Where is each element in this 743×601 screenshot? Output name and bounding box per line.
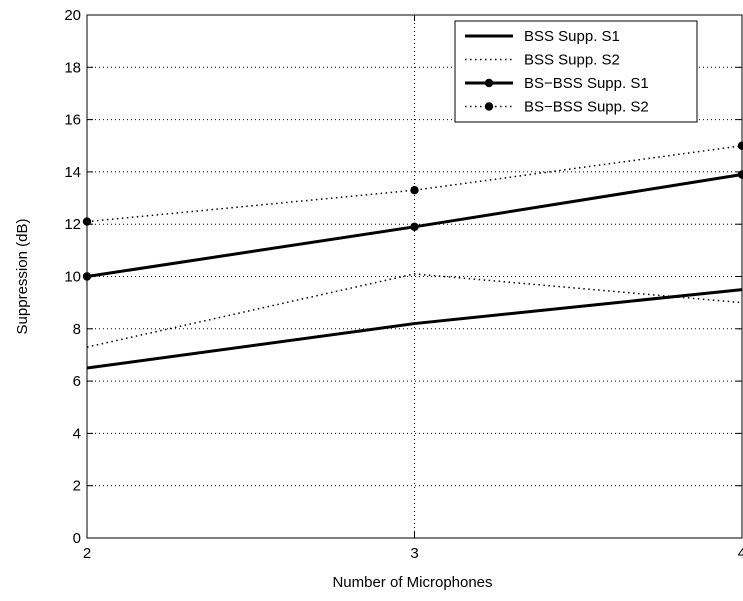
legend-marker [484,102,494,111]
x-tick-label: 3 [410,545,418,562]
series-4 [82,141,743,226]
y-tick-label: 20 [64,7,81,24]
y-tick-label: 12 [64,216,81,233]
x-axis-label: Number of Microphones [332,574,492,591]
legend-marker [484,78,494,88]
legend-box [454,20,698,123]
y-tick-label: 14 [64,164,81,181]
data-point [410,222,419,232]
y-axis-label: Suppression (dB) [14,219,31,335]
legend-entry-label: BS−BSS Supp. S1 [524,75,649,92]
x-tick-label: 4 [738,545,743,562]
legend-entry-label: BSS Supp. S1 [524,28,620,45]
series-1 [86,288,743,370]
y-tick-label: 0 [73,530,81,547]
y-tick-label: 10 [64,269,81,286]
series-line [86,288,743,370]
series-line [86,273,743,348]
data-point [410,186,419,195]
legend-entry-label: BS−BSS Supp. S2 [524,99,649,116]
y-tick-label: 16 [64,112,81,129]
y-tick-label: 4 [73,425,81,442]
y-tick-label: 8 [73,321,81,338]
series-2 [86,273,743,348]
y-tick-label: 6 [73,373,81,390]
legend: BSS Supp. S1 BSS Supp. S2 BS−BSS Supp. S1 B… [454,20,698,123]
y-tick-label: 2 [73,478,81,495]
plot-series [82,141,743,370]
legend-entry-label: BSS Supp. S2 [524,52,620,69]
x-tick-label: 2 [83,545,91,562]
y-tick-label: 18 [64,59,81,76]
